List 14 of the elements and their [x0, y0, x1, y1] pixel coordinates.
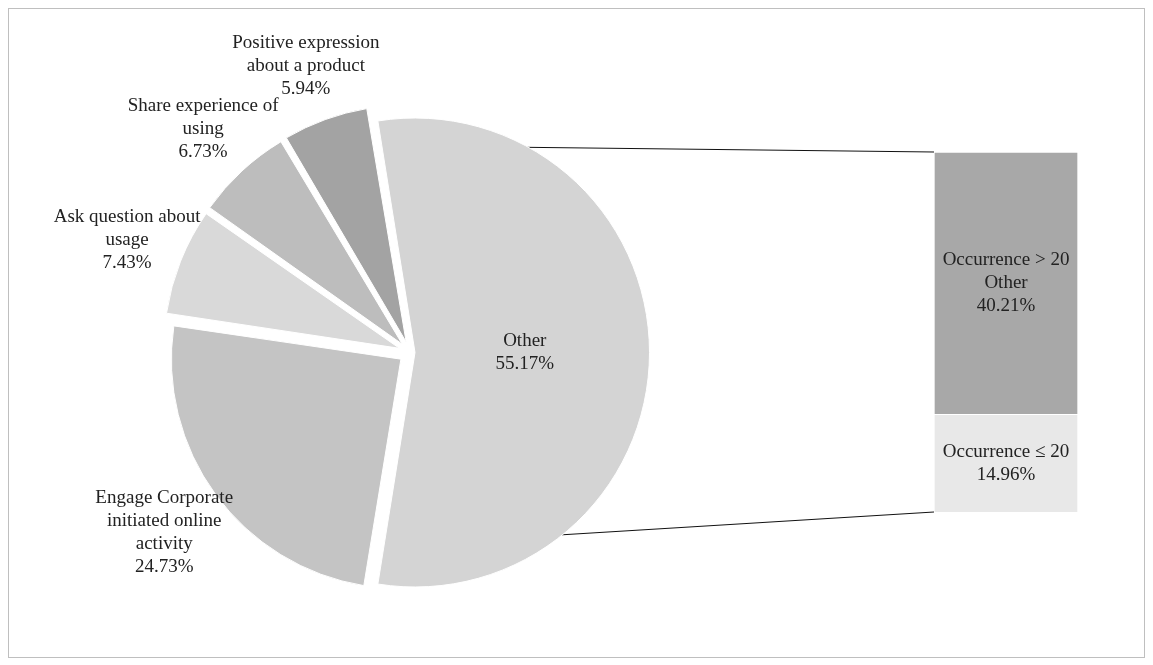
- slice-label: Other: [503, 328, 548, 350]
- data-label: 14.96%: [976, 462, 1036, 484]
- slice-label: Ask question about usage: [53, 204, 202, 249]
- slice-label: Positive expression about a product: [232, 31, 380, 76]
- series-label: Occurrence > 20 Other: [942, 248, 1070, 293]
- data-label: 40.21%: [976, 294, 1036, 316]
- series-label: Occurrence ≤ 20: [942, 439, 1070, 461]
- slice-label: Share experience of using: [127, 94, 280, 139]
- data-label: 55.17%: [495, 351, 555, 373]
- data-label: 5.94%: [281, 77, 331, 99]
- slice-label: Engage Corporate initiated online activity: [95, 485, 234, 553]
- data-label: 24.73%: [134, 554, 194, 576]
- data-label: 7.43%: [102, 250, 152, 272]
- data-label: 6.73%: [178, 140, 228, 162]
